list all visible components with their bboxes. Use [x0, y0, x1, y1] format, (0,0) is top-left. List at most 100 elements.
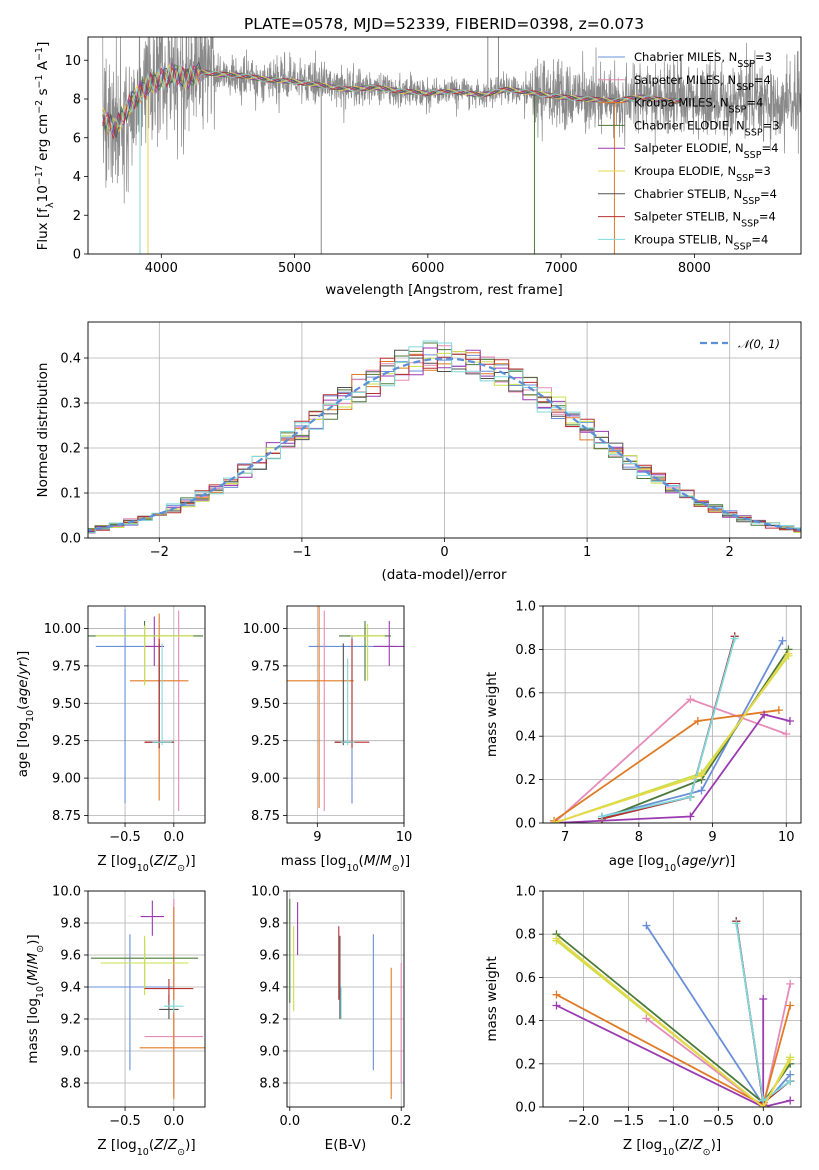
y-tick-label: 9.4 — [259, 981, 280, 996]
data-marker — [686, 695, 695, 704]
plot-area — [543, 891, 801, 1107]
y-tick-label: 8.8 — [60, 1077, 81, 1092]
axes-frame — [286, 890, 405, 1108]
legend: Chabrier MILES, NSSP=3 Salpeter MILES, NS… — [598, 50, 780, 252]
x-tick-label: −0.5 — [109, 1114, 141, 1129]
x-tick-label: 9 — [708, 830, 716, 845]
axes-frame — [286, 605, 405, 824]
observed-spectrum — [102, 37, 801, 204]
data-marker — [730, 634, 739, 643]
data-marker — [759, 1103, 768, 1107]
x-tick-label: 0.0 — [753, 1114, 774, 1129]
mass-weight-series — [553, 698, 787, 823]
data-marker — [552, 990, 561, 999]
y-tick-label: 9.4 — [60, 981, 81, 996]
y-tick-label: 0.0 — [60, 532, 81, 547]
y-axis-label: mass [log10(M/M⊙)] — [25, 934, 46, 1063]
x-axis-label: age [log10(age/yr)] — [609, 853, 735, 874]
y-axis-label: Normed distribution — [35, 363, 51, 498]
y-axis-label: mass weight — [484, 956, 500, 1041]
y-tick-label: 9.8 — [259, 917, 280, 932]
data-marker — [642, 921, 651, 930]
legend-entry: Salpeter MILES, NSSP=4 — [634, 73, 771, 93]
y-tick-label: 9.75 — [52, 659, 81, 674]
y-tick-label: 6 — [73, 131, 81, 146]
y-tick-label: 8.75 — [52, 809, 81, 824]
data-marker — [782, 730, 791, 739]
x-tick-label: 5000 — [278, 261, 311, 276]
data-marker — [686, 812, 695, 821]
x-tick-label: 9 — [313, 830, 321, 845]
axes-frame — [87, 890, 206, 1108]
x-tick-label: 0.0 — [163, 830, 184, 845]
y-tick-label: 10 — [64, 54, 81, 69]
y-tick-label: 1.0 — [515, 600, 536, 615]
y-tick-label: 9.6 — [60, 949, 81, 964]
y-tick-label: 9.50 — [251, 697, 280, 712]
legend-entry: Chabrier STELIB, NSSP=4 — [634, 187, 777, 207]
y-tick-label: 8.75 — [251, 809, 280, 824]
data-marker — [550, 819, 559, 823]
x-axis-label: Z [log10(Z/Z⊙)] — [623, 1137, 721, 1158]
data-marker — [784, 649, 793, 658]
mass-weight-series — [645, 983, 792, 1107]
axes-frame — [87, 321, 802, 539]
residual-histogram — [88, 353, 801, 532]
y-tick-label: 9.8 — [60, 917, 81, 932]
x-tick-label: 2 — [726, 545, 734, 560]
axes-frame — [87, 36, 802, 255]
y-tick-label: 9.6 — [259, 949, 280, 964]
y-tick-label: 9.2 — [259, 1013, 280, 1028]
data-marker — [760, 710, 769, 719]
plot-area — [88, 606, 205, 823]
y-tick-label: 0.8 — [515, 928, 536, 943]
y-tick-label: 8 — [73, 93, 81, 108]
panel-massweight-vs-age: 7 8 9 10 0.0 0.2 0.4 0.6 0.8 1.0 age [log10(age/yr… — [484, 600, 802, 874]
plot-area — [287, 891, 404, 1107]
model-fit-line — [102, 62, 682, 135]
y-tick-label: 0.6 — [515, 971, 536, 986]
data-marker — [552, 934, 561, 943]
x-tick-label: 0.2 — [391, 1114, 412, 1129]
panel-age-vs-mass: 9 10 8.75 9.00 9.25 9.50 9.75 10.00 mass [log10(… — [243, 605, 413, 874]
legend-entry: Chabrier MILES, NSSP=3 — [634, 50, 772, 70]
data-marker — [778, 636, 787, 645]
x-axis-label: Z [log10(Z/Z⊙)] — [97, 853, 195, 874]
y-tick-label: 9.0 — [259, 1045, 280, 1060]
axes-frame — [542, 605, 802, 824]
plot-area — [287, 606, 404, 823]
y-tick-label: 0.4 — [515, 1014, 536, 1029]
x-tick-label: 0.0 — [163, 1114, 184, 1129]
y-tick-label: 2 — [73, 209, 81, 224]
y-tick-label: 0.4 — [515, 730, 536, 745]
x-tick-label: 10 — [396, 830, 413, 845]
data-marker — [732, 919, 741, 928]
plot-area — [88, 322, 801, 538]
plot-area — [102, 37, 801, 254]
x-tick-label: −2 — [150, 545, 169, 560]
x-tick-label: 0 — [440, 545, 448, 560]
data-marker — [785, 717, 794, 726]
y-axis-label: mass weight — [484, 672, 500, 757]
panel-age-vs-Z: −0.5 0.0 8.75 9.00 9.25 9.50 9.75 10.00 Z [log10… — [15, 605, 206, 874]
panel-spectrum: 4000 5000 6000 7000 8000 0 2 4 6 8 10 wavelength [A… — [34, 36, 802, 298]
y-tick-label: 0.2 — [60, 442, 81, 457]
data-marker — [693, 717, 702, 726]
mass-weight-series — [556, 999, 791, 1107]
y-tick-label: 9.25 — [251, 734, 280, 749]
x-tick-label: 4000 — [145, 261, 178, 276]
x-tick-label: 8000 — [678, 261, 711, 276]
mass-weight-series — [601, 636, 736, 820]
panel-residuals: −2 −1 0 1 2 0.0 0.1 0.2 0.3 0.4 (data-model)/error… — [35, 321, 802, 583]
legend-entry: Kroupa ELODIE, NSSP=3 — [634, 164, 771, 184]
x-axis-label: mass [log10(M/M⊙)] — [281, 853, 410, 874]
y-tick-label: 10.00 — [243, 622, 280, 637]
x-axis-label: wavelength [Angstrom, rest frame] — [325, 282, 563, 298]
mass-weight-series — [601, 636, 736, 820]
model-fit-line — [102, 65, 682, 139]
x-tick-label: 7 — [561, 830, 569, 845]
x-tick-label: 0.0 — [279, 1114, 300, 1129]
x-tick-label: 10 — [778, 830, 795, 845]
data-marker — [642, 1014, 651, 1023]
x-tick-label: −1.5 — [613, 1114, 645, 1129]
